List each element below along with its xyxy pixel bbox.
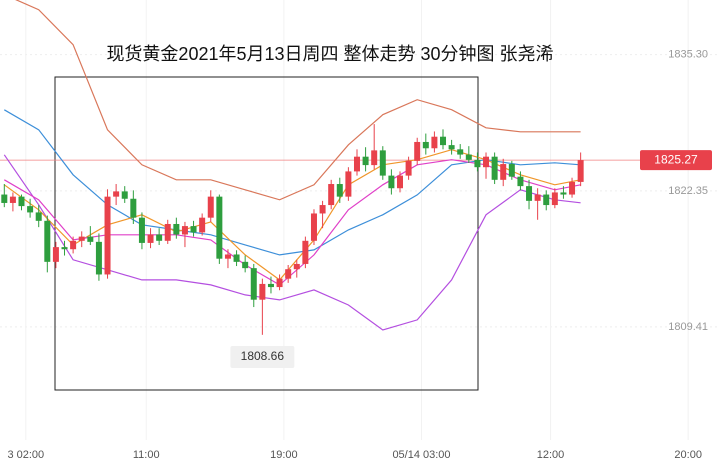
x-tick-label: 19:00 [270, 449, 298, 461]
plot: 1808.66 1825.27 [0, 0, 712, 368]
candle-body [156, 234, 163, 241]
candle-body [319, 205, 326, 214]
candle-body [431, 136, 438, 149]
candle-body [440, 136, 447, 146]
candle-body [474, 159, 481, 168]
candle-body [267, 283, 274, 288]
candle-body [336, 184, 343, 197]
candle-body [569, 181, 576, 195]
candle-body [52, 247, 59, 262]
candle-body [233, 254, 240, 262]
candle-body [310, 213, 317, 241]
last-price-label: 1825.27 [654, 152, 698, 166]
candle-body [113, 191, 120, 197]
candle-body [224, 254, 231, 259]
candle-body [457, 149, 464, 155]
candle-body [517, 176, 524, 187]
candle-body [216, 196, 223, 259]
candle-body [508, 164, 515, 177]
candle-body [70, 240, 77, 250]
candle-body [534, 194, 541, 201]
candle-body [414, 141, 421, 161]
low-label: 1808.66 [241, 349, 285, 363]
candle-body [138, 217, 145, 243]
y-tick-label: 1822.35 [668, 185, 708, 197]
y-tick-label: 1835.30 [668, 49, 708, 61]
candle-body [371, 150, 378, 166]
candle-body [362, 156, 369, 166]
candle-body [560, 192, 567, 195]
candle-body [422, 141, 429, 149]
candle-body [448, 145, 455, 150]
candle-body [250, 268, 257, 300]
candle-body [87, 236, 94, 242]
candle-body [465, 154, 472, 160]
candle-body [526, 186, 533, 201]
x-tick-label: 12:00 [537, 449, 565, 461]
candle-body [18, 196, 25, 207]
candle-body [302, 240, 309, 264]
x-tick-label: 3 02:00 [7, 449, 44, 461]
candle-body [104, 196, 111, 275]
candle-body [405, 160, 412, 176]
chart-title: 现货黄金2021年5月13日周四 整体走势 30分钟图 张尧浠 [106, 44, 553, 64]
last-price-box [640, 150, 712, 171]
x-tick-label: 20:00 [674, 449, 702, 461]
x-tick-label: 05/14 03:00 [392, 449, 450, 461]
indicator-line [15, 0, 581, 201]
candle-body [27, 206, 34, 213]
candle-body [199, 217, 206, 233]
candle-body [577, 160, 584, 182]
candle-body [293, 263, 300, 270]
candle-body [388, 175, 395, 189]
candle-body [121, 191, 128, 199]
low-label-box [230, 346, 295, 368]
candle-body [78, 236, 85, 241]
candle-body [379, 150, 386, 176]
candle-body [207, 196, 214, 218]
candle-body [147, 234, 154, 243]
candle-body [259, 283, 266, 300]
candle-body [491, 156, 498, 180]
x-tick-label: 11:00 [133, 449, 160, 461]
annotation-box [54, 76, 479, 391]
candle-body [285, 269, 292, 279]
candle-body [95, 241, 102, 275]
candle-body [551, 192, 558, 206]
candle-body [242, 261, 249, 269]
candle-body [543, 194, 550, 206]
candle-body [173, 223, 180, 235]
candle-body [353, 156, 360, 172]
y-tick-label: 1809.41 [668, 321, 708, 333]
grid [0, 0, 720, 440]
candle-body [483, 156, 490, 168]
candle-body [9, 196, 16, 203]
candle-body [500, 164, 507, 180]
candle-body [181, 226, 188, 235]
candle-body [1, 194, 8, 203]
candle-body [276, 278, 283, 288]
candle-body [130, 198, 137, 218]
candle-body [61, 247, 68, 250]
candle-body [44, 220, 51, 262]
candle-body [35, 212, 42, 221]
candle-body [190, 226, 197, 233]
candle-body [328, 184, 335, 206]
candle-body [164, 223, 171, 241]
candle-body [397, 175, 403, 189]
candle-body [345, 171, 352, 197]
